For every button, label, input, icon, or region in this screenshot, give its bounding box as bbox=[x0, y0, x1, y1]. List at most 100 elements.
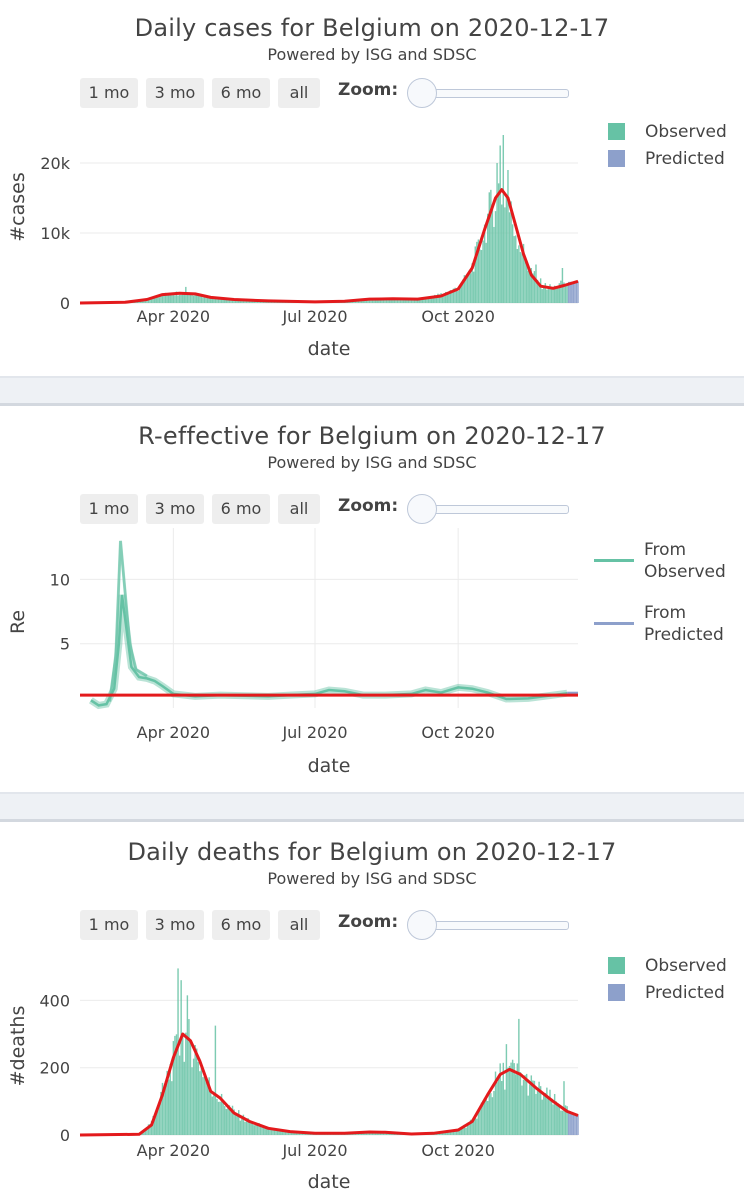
bar-observed bbox=[244, 1121, 246, 1135]
chart-title: Daily cases for Belgium on 2020-12-17 bbox=[134, 14, 610, 42]
bar-observed bbox=[460, 1127, 462, 1135]
bar-observed bbox=[529, 1084, 531, 1135]
re-line-observed bbox=[108, 540, 148, 702]
bar-observed bbox=[490, 189, 492, 303]
zoom-slider-handle[interactable] bbox=[407, 78, 437, 108]
x-tick-label: Oct 2020 bbox=[421, 1141, 494, 1160]
bar-observed bbox=[446, 1130, 448, 1135]
bar-observed bbox=[150, 1120, 153, 1135]
bar-observed bbox=[541, 289, 543, 303]
range-button-all[interactable]: all bbox=[278, 78, 320, 108]
range-button-1mo[interactable]: 1 mo bbox=[80, 910, 138, 940]
bar-observed bbox=[536, 1090, 539, 1135]
bar-observed bbox=[415, 298, 417, 303]
bar-observed bbox=[538, 284, 540, 303]
bar-observed bbox=[217, 297, 220, 303]
bar-observed bbox=[194, 295, 196, 303]
bar-observed bbox=[152, 297, 154, 303]
x-tick-label: Apr 2020 bbox=[137, 307, 210, 326]
bar-observed bbox=[468, 270, 470, 303]
bar-observed bbox=[477, 1109, 480, 1135]
legend-label-from-predicted: From Predicted bbox=[644, 603, 724, 645]
bar-observed bbox=[211, 297, 213, 303]
bar-observed bbox=[181, 1033, 184, 1135]
range-button-6mo[interactable]: 6 mo bbox=[212, 494, 270, 524]
bar-observed bbox=[374, 298, 377, 303]
zoom-slider-handle[interactable] bbox=[407, 910, 437, 940]
bar-observed bbox=[563, 282, 565, 303]
bar-observed bbox=[177, 295, 179, 303]
bar-observed bbox=[181, 292, 184, 303]
bar-observed bbox=[513, 236, 515, 303]
bar-observed bbox=[418, 298, 420, 303]
bar-observed bbox=[152, 1115, 154, 1135]
bar-observed bbox=[527, 270, 529, 303]
bar-observed bbox=[454, 287, 456, 303]
bar-observed bbox=[468, 1122, 470, 1135]
bar-observed bbox=[451, 1131, 453, 1135]
bar-observed bbox=[227, 1108, 229, 1135]
bar-observed bbox=[516, 248, 519, 303]
bar-observed bbox=[273, 1128, 276, 1135]
bar-observed bbox=[479, 249, 481, 303]
bar-observed bbox=[530, 1075, 533, 1135]
range-button-1mo[interactable]: 1 mo bbox=[80, 78, 138, 108]
range-button-all[interactable]: all bbox=[278, 910, 320, 940]
bar-observed bbox=[392, 299, 394, 303]
bar-observed bbox=[286, 1130, 288, 1135]
bar-observed bbox=[494, 211, 497, 303]
bar-observed bbox=[401, 298, 403, 303]
bar-observed bbox=[270, 1130, 273, 1135]
bar-observed bbox=[269, 1130, 271, 1135]
bar-observed bbox=[390, 298, 392, 303]
y-tick-label: 10k bbox=[40, 224, 70, 243]
bar-observed bbox=[446, 293, 448, 303]
bar-observed bbox=[443, 293, 445, 303]
bar-observed bbox=[496, 1082, 498, 1135]
bar-observed bbox=[508, 1065, 511, 1135]
bar-observed bbox=[253, 1125, 256, 1135]
bar-observed bbox=[194, 1045, 196, 1135]
bar-observed bbox=[275, 1128, 277, 1135]
bar-observed bbox=[379, 299, 382, 303]
zoom-slider-handle[interactable] bbox=[407, 494, 437, 524]
bar-observed bbox=[225, 298, 228, 303]
bar-observed bbox=[552, 287, 554, 303]
bar-observed bbox=[264, 1127, 266, 1135]
bar-observed bbox=[497, 183, 500, 303]
range-button-3mo[interactable]: 3 mo bbox=[146, 910, 204, 940]
bar-observed bbox=[558, 1105, 561, 1135]
bar-observed bbox=[228, 1105, 231, 1135]
bar-observed bbox=[441, 294, 444, 303]
range-button-3mo[interactable]: 3 mo bbox=[146, 494, 204, 524]
range-button-6mo[interactable]: 6 mo bbox=[212, 78, 270, 108]
bar-observed bbox=[208, 1077, 210, 1135]
bar-observed bbox=[225, 1109, 228, 1135]
range-button-1mo[interactable]: 1 mo bbox=[80, 494, 138, 524]
bar-observed bbox=[185, 1032, 187, 1135]
bar-observed bbox=[241, 1118, 243, 1135]
bar-observed bbox=[234, 1112, 237, 1135]
bar-observed bbox=[153, 1113, 156, 1135]
bar-observed bbox=[539, 1086, 542, 1135]
chart-subtitle: Powered by ISG and SDSC bbox=[267, 453, 477, 472]
bar-predicted bbox=[572, 1112, 575, 1135]
bar-observed bbox=[480, 250, 483, 303]
bar-observed bbox=[234, 299, 237, 303]
bar-observed bbox=[205, 1077, 207, 1135]
bar-observed bbox=[244, 300, 246, 303]
chart-title: Daily deaths for Belgium on 2020-12-17 bbox=[127, 838, 617, 866]
bar-observed bbox=[163, 295, 165, 303]
bar-observed bbox=[496, 163, 498, 303]
bar-observed bbox=[465, 1127, 467, 1135]
range-button-6mo[interactable]: 6 mo bbox=[212, 910, 270, 940]
bar-observed bbox=[504, 207, 506, 303]
bar-observed bbox=[564, 283, 567, 303]
x-tick-label: Oct 2020 bbox=[421, 307, 494, 326]
bar-observed bbox=[543, 1094, 545, 1135]
bar-observed bbox=[283, 1131, 285, 1135]
bar-observed bbox=[533, 271, 536, 303]
range-button-all[interactable]: all bbox=[278, 494, 320, 524]
y-tick-label: 5 bbox=[60, 635, 70, 654]
range-button-3mo[interactable]: 3 mo bbox=[146, 78, 204, 108]
